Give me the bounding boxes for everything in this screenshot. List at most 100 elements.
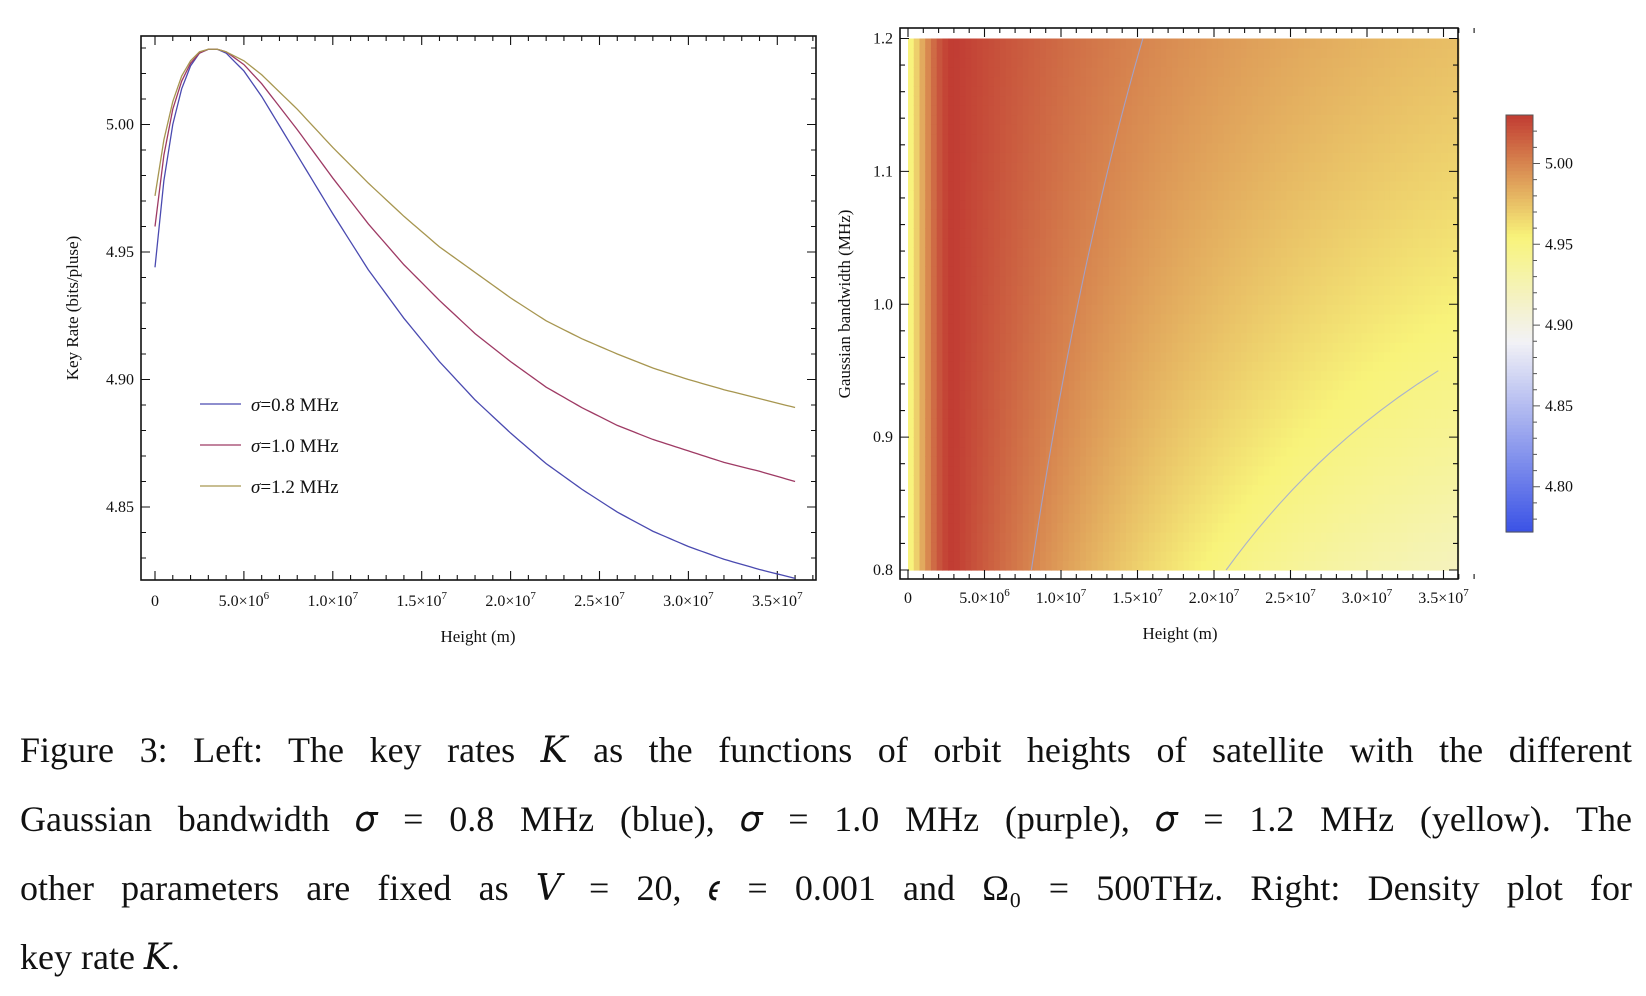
density-cell (1315, 209, 1322, 220)
density-cell (1017, 76, 1024, 87)
density-cell (953, 342, 961, 353)
density-cell (1338, 47, 1345, 59)
density-cell (988, 399, 995, 410)
density-cell (1384, 57, 1391, 68)
density-cell (1326, 228, 1334, 239)
density-cell (1189, 503, 1196, 514)
density-cell (1315, 161, 1322, 172)
density-cell (1131, 171, 1139, 182)
density-cell (999, 380, 1007, 391)
density-cell (1275, 85, 1282, 97)
density-cell (1217, 408, 1225, 419)
density-cell (988, 351, 995, 362)
density-cell (1332, 465, 1339, 476)
density-cell (999, 133, 1007, 144)
density-cell (1263, 446, 1271, 457)
density-cell (1120, 313, 1127, 324)
density-cell (936, 427, 944, 438)
density-cell (1257, 446, 1265, 457)
density-cell (1126, 294, 1133, 305)
density-cell (1407, 304, 1414, 315)
density-cell (965, 475, 972, 486)
density-cell (976, 513, 984, 524)
density-cell (1183, 351, 1190, 362)
density-cell (936, 418, 944, 429)
density-cell (1349, 484, 1357, 495)
density-cell (1407, 294, 1414, 305)
density-cell (1194, 66, 1202, 78)
density-cell (965, 85, 972, 97)
density-cell (936, 142, 944, 153)
density-cell (1091, 503, 1098, 514)
density-cell (1309, 342, 1316, 353)
density-cell (1183, 503, 1190, 514)
density-cell (1212, 142, 1219, 153)
density-cell (913, 142, 921, 153)
density-cell (1108, 142, 1116, 153)
density-cell (1309, 76, 1316, 87)
density-cell (1367, 361, 1374, 372)
density-cell (1183, 85, 1190, 97)
density-cell (959, 180, 966, 191)
density-cell (1326, 180, 1334, 191)
density-cell (976, 85, 984, 97)
density-cell (1045, 475, 1053, 486)
density-cell (1091, 304, 1098, 315)
density-cell (1171, 551, 1179, 562)
density-cell (1137, 76, 1144, 87)
density-cell (1114, 475, 1121, 486)
density-cell (936, 522, 944, 533)
density-cell (1194, 190, 1202, 201)
density-cell (1407, 351, 1414, 362)
density-cell (1126, 313, 1133, 324)
density-cell (1229, 513, 1236, 524)
density-cell (1344, 76, 1351, 87)
density-cell (1349, 294, 1357, 305)
density-cell (1131, 38, 1139, 49)
density-cell (1028, 114, 1035, 125)
density-cell (1412, 446, 1420, 457)
density-cell (1194, 541, 1202, 552)
density-cell (1051, 446, 1058, 457)
density-cell (1143, 218, 1150, 229)
density-cell (1309, 285, 1316, 296)
density-cell (1171, 161, 1179, 172)
density-cell (1321, 38, 1328, 49)
density-cell (1177, 522, 1184, 533)
density-cell (982, 370, 989, 381)
density-cell (1384, 522, 1391, 533)
density-cell (1080, 370, 1087, 381)
density-cell (1303, 142, 1311, 153)
density-cell (925, 123, 932, 135)
density-cell (948, 256, 955, 267)
density-cell (1252, 199, 1259, 210)
density-cell (1097, 446, 1104, 457)
density-cell (1091, 247, 1098, 258)
density-cell (953, 560, 961, 571)
density-cell (953, 437, 961, 448)
density-cell (1401, 532, 1408, 543)
density-cell (1057, 104, 1064, 116)
density-cell (953, 247, 961, 258)
density-cell (1091, 551, 1098, 562)
y-tick-label: 4.85 (106, 499, 134, 516)
density-cell (1126, 85, 1133, 97)
density-cell (1389, 85, 1397, 97)
density-cell (976, 551, 984, 562)
density-cell (925, 237, 932, 248)
density-cell (1263, 399, 1271, 410)
density-cell (1326, 95, 1334, 106)
density-cell (1292, 161, 1299, 172)
density-cell (976, 304, 984, 315)
density-cell (1246, 285, 1253, 296)
density-cell (953, 494, 961, 505)
density-cell (1412, 294, 1420, 305)
density-cell (1137, 161, 1144, 172)
density-cell (999, 171, 1007, 182)
density-cell (1223, 247, 1230, 258)
density-cell (948, 152, 955, 163)
density-cell (1103, 332, 1110, 343)
density-cell (1309, 199, 1316, 210)
density-cell (908, 551, 915, 562)
density-cell (948, 247, 955, 258)
